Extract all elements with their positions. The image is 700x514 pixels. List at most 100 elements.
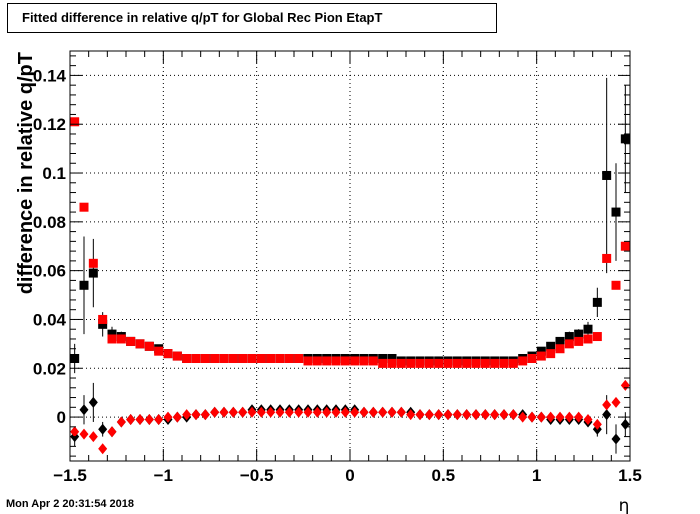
data-point-square [350, 356, 360, 366]
data-point-square [387, 358, 397, 368]
data-point-square [79, 202, 89, 212]
data-point-diamond [154, 414, 164, 426]
data-point-square [322, 356, 332, 366]
x-tick-label: 0.5 [432, 466, 456, 485]
data-point-square [294, 354, 304, 363]
data-point-square [396, 358, 406, 368]
data-point-square [107, 334, 117, 344]
data-point-square [247, 354, 257, 363]
data-point-square [443, 358, 453, 368]
data-point-square [527, 354, 537, 363]
data-point-diamond [88, 396, 98, 408]
y-tick-label: 0.04 [33, 310, 67, 329]
data-point-diamond [210, 406, 220, 418]
data-point-diamond [443, 409, 453, 421]
data-point-square [574, 336, 584, 346]
data-point-square [238, 354, 248, 363]
data-point-diamond [387, 406, 397, 418]
x-tick-label: 1.5 [618, 466, 642, 485]
data-point-square [163, 349, 173, 359]
data-point-square [546, 349, 556, 359]
data-point-diamond [471, 409, 481, 421]
data-point-square [536, 351, 546, 361]
data-point-square [256, 354, 266, 363]
data-point-square [471, 358, 481, 368]
x-tick-label: −0.5 [240, 466, 274, 485]
data-point-square [154, 346, 164, 356]
data-point-diamond [378, 406, 388, 418]
data-point-square [583, 334, 593, 344]
data-point-square [312, 356, 322, 366]
data-point-diamond [620, 418, 630, 430]
data-point-square [546, 341, 556, 351]
data-point-square [536, 346, 546, 356]
data-point-diamond [172, 411, 182, 423]
data-point-square [611, 207, 621, 217]
data-point-diamond [480, 409, 490, 421]
data-point-diamond [135, 414, 145, 426]
data-point-diamond [555, 411, 565, 423]
data-point-square [116, 334, 126, 344]
data-point-square [574, 329, 584, 339]
data-point-square [406, 358, 416, 368]
data-point-square [340, 356, 350, 366]
data-point-diamond [340, 406, 350, 418]
data-point-square [434, 358, 444, 368]
data-point-square [144, 341, 154, 351]
data-point-square [480, 358, 490, 368]
data-point-diamond [312, 406, 322, 418]
data-point-square [518, 356, 528, 366]
chart-title: Fitted difference in relative q/pT for G… [22, 10, 383, 25]
data-point-diamond [602, 399, 612, 411]
x-tick-label: 0 [345, 466, 354, 485]
data-point-square [126, 336, 136, 346]
data-point-diamond [396, 406, 406, 418]
data-point-diamond [499, 409, 509, 421]
data-point-square [508, 358, 518, 368]
data-point-square [592, 297, 602, 307]
data-point-square [415, 358, 425, 368]
data-point-diamond [611, 396, 621, 408]
data-point-square [275, 354, 285, 363]
data-point-diamond [238, 406, 248, 418]
data-point-square [378, 354, 388, 363]
data-point-diamond [406, 409, 416, 421]
data-point-diamond [592, 418, 602, 430]
data-point-square [564, 332, 574, 342]
x-axis-label: η [619, 496, 630, 514]
data-point-square [602, 253, 612, 263]
data-point-diamond [200, 409, 210, 421]
data-point-square [88, 258, 98, 268]
data-point-square [555, 344, 565, 354]
data-point-diamond [116, 416, 126, 428]
data-point-square [70, 117, 80, 127]
data-point-diamond [415, 409, 425, 421]
data-point-diamond [294, 406, 304, 418]
data-point-square [359, 356, 369, 366]
data-point-square [611, 280, 621, 290]
data-point-square [602, 170, 612, 180]
y-tick-label: 0 [57, 408, 66, 427]
data-point-square [219, 354, 229, 363]
data-point-square [452, 358, 462, 368]
data-point-diamond [331, 406, 341, 418]
x-tick-label: −1 [154, 466, 173, 485]
y-tick-label: 0.1 [42, 164, 66, 183]
data-point-diamond [518, 411, 528, 423]
data-point-diamond [191, 409, 201, 421]
data-point-diamond [564, 411, 574, 423]
data-point-square [331, 356, 341, 366]
data-point-square [98, 314, 108, 324]
data-point-diamond [284, 406, 294, 418]
data-point-square [284, 354, 294, 363]
data-point-diamond [182, 409, 192, 421]
data-point-square [462, 358, 472, 368]
data-point-diamond [70, 426, 80, 438]
data-point-diamond [611, 433, 621, 445]
data-point-diamond [574, 411, 584, 423]
y-tick-label: 0.12 [33, 115, 66, 134]
data-point-square [378, 358, 388, 368]
data-point-diamond [126, 414, 136, 426]
data-point-square [191, 354, 201, 363]
data-point-diamond [98, 423, 108, 435]
